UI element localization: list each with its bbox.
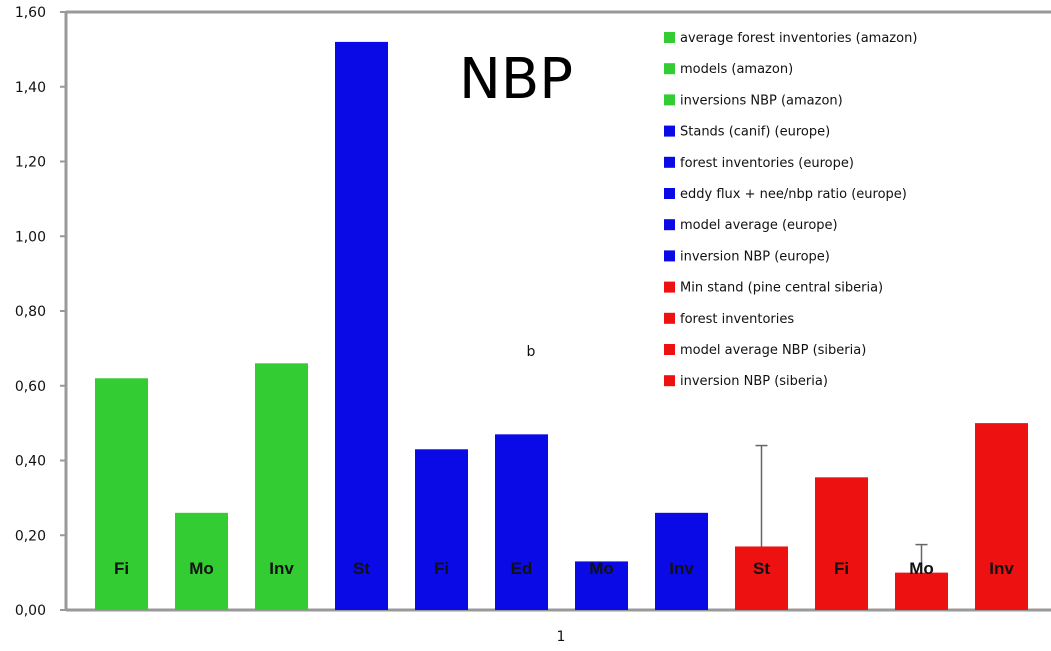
legend-entry-label: models (amazon) xyxy=(680,62,793,77)
legend-swatch xyxy=(664,63,675,75)
legend-swatch xyxy=(664,281,675,293)
legend-entry-label: inversion NBP (siberia) xyxy=(680,374,828,389)
legend-swatch xyxy=(664,125,675,137)
y-tick-label: 1,60 xyxy=(15,5,46,21)
bar-short-label: Inv xyxy=(669,559,694,578)
bar-short-label: Fi xyxy=(434,559,449,578)
y-tick-labels: 0,00 0,20 0,40 0,60 0,80 1,00 1,20 1,40 1,60 xyxy=(15,5,46,619)
error-bars xyxy=(755,444,928,573)
legend-swatch xyxy=(664,219,675,231)
legend-entry-label: inversion NBP (europe) xyxy=(680,249,830,264)
bar xyxy=(895,572,948,610)
bar-short-label: Inv xyxy=(989,559,1014,578)
bar xyxy=(95,378,148,610)
x-tick-label: 1 xyxy=(557,629,566,645)
y-tick-label: 0,00 xyxy=(15,603,46,619)
legend-entry-label: model average NBP (siberia) xyxy=(680,343,866,358)
legend-swatch xyxy=(664,250,675,262)
y-tick-label: 0,40 xyxy=(15,454,46,470)
y-tick-label: 0,80 xyxy=(15,304,46,320)
chart-title: NBP xyxy=(459,47,573,112)
legend-entry-label: Stands (canif) (europe) xyxy=(680,125,830,140)
legend-entry-label: Min stand (pine central siberia) xyxy=(680,281,883,296)
bar xyxy=(335,41,388,610)
legend-entry-label: forest inventories (europe) xyxy=(680,156,854,171)
bar-short-label: Mo xyxy=(189,559,214,578)
bar-labels: Fi Mo Inv St Fi Ed Mo Inv St Fi Mo Inv xyxy=(114,559,1014,578)
legend-entry-label: model average (europe) xyxy=(680,218,838,233)
legend-entry-label: eddy flux + nee/nbp ratio (europe) xyxy=(680,187,907,202)
bar xyxy=(175,512,228,610)
legend-entry-label: average forest inventories (amazon) xyxy=(680,31,917,46)
bar-short-label: Mo xyxy=(909,559,934,578)
legend-swatch xyxy=(664,375,675,387)
chart-annotation: b xyxy=(527,344,536,360)
bar xyxy=(815,477,868,610)
y-tick-label: 0,60 xyxy=(15,379,46,395)
bar xyxy=(255,363,308,610)
legend-swatch xyxy=(664,188,675,199)
legend: average forest inventories (amazon) model… xyxy=(664,31,917,389)
bar-short-label: Ed xyxy=(511,559,533,578)
bar xyxy=(975,423,1028,610)
bar-short-label: Mo xyxy=(589,559,614,578)
bar xyxy=(495,434,548,610)
bar xyxy=(415,449,468,610)
y-tick-label: 0,20 xyxy=(15,528,46,544)
legend-swatch xyxy=(664,344,675,355)
y-tick-label: 1,00 xyxy=(15,229,46,245)
legend-swatch xyxy=(664,94,675,106)
axes xyxy=(60,10,1051,612)
bar xyxy=(655,512,708,610)
y-tick-label: 1,40 xyxy=(15,80,46,96)
bar-short-label: St xyxy=(753,559,770,578)
bar-short-label: St xyxy=(353,559,370,578)
legend-swatch xyxy=(664,32,675,43)
bar xyxy=(735,546,788,610)
legend-entry-label: inversions NBP (amazon) xyxy=(680,93,843,108)
legend-swatch xyxy=(664,312,675,324)
bar xyxy=(575,561,628,610)
bar-short-label: Fi xyxy=(834,559,849,578)
bars xyxy=(95,41,1028,610)
legend-swatch xyxy=(664,156,675,168)
legend-entry-label: forest inventories xyxy=(680,312,794,327)
y-tick-label: 1,20 xyxy=(15,155,46,171)
bar-short-label: Inv xyxy=(269,559,294,578)
bar-short-label: Fi xyxy=(114,559,129,578)
